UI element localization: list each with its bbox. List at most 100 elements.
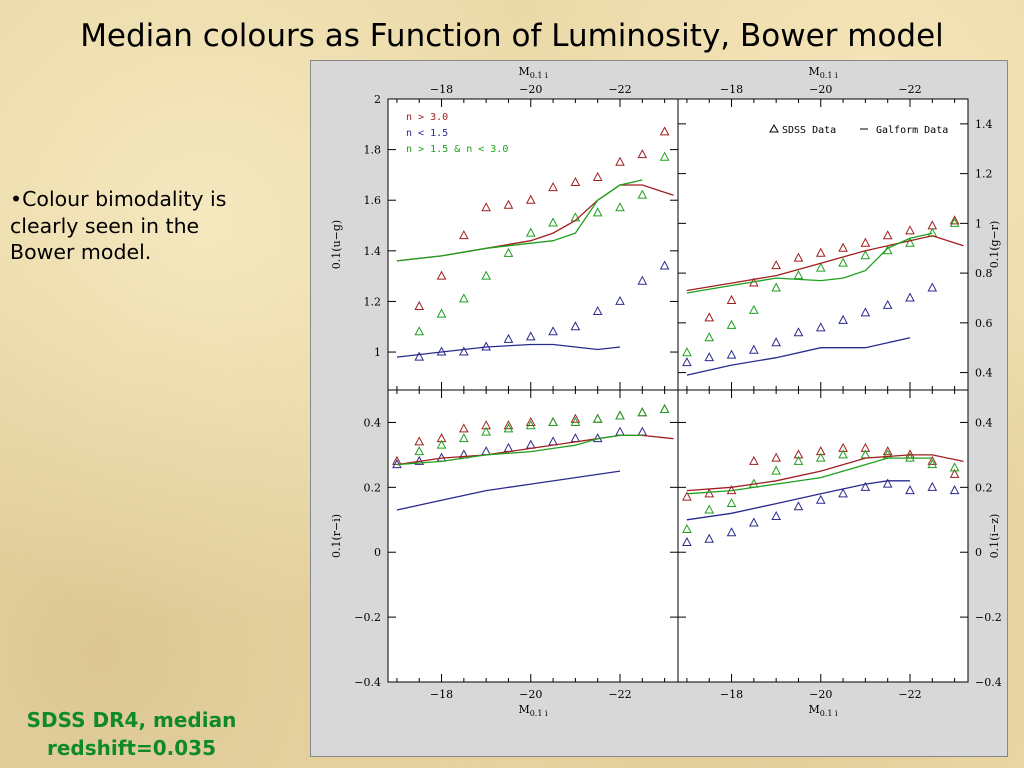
data-point-triangle <box>414 326 425 336</box>
y-axis-label: 0.1(g−r) <box>988 221 1001 269</box>
legend-entry: n > 3.0 <box>406 112 448 123</box>
data-point-triangle <box>503 420 514 430</box>
y-axis-label: 0.1(r−i) <box>330 514 343 558</box>
data-point-triangle <box>481 202 491 212</box>
data-point-triangle <box>949 485 960 495</box>
data-point-triangle <box>525 227 536 237</box>
x-axis-title-top-right: M0.1 i <box>808 65 838 80</box>
data-point-triangle <box>615 410 625 420</box>
data-point-triangle <box>815 247 826 257</box>
y-tick-label: −0.2 <box>975 611 1002 624</box>
y-tick-label: −0.4 <box>354 676 381 689</box>
data-point-triangle <box>682 347 692 357</box>
x-tick-label-top: −20 <box>519 83 542 96</box>
y-tick-label: 1.4 <box>364 245 382 258</box>
data-point-triangle <box>525 194 536 204</box>
page-title: Median colours as Function of Luminosity… <box>80 18 944 54</box>
data-point-triangle <box>905 292 915 302</box>
data-point-triangle <box>615 156 625 166</box>
series-line <box>686 235 964 292</box>
data-point-triangle <box>637 407 648 417</box>
x-tick-label-top: −18 <box>430 83 453 96</box>
legend-entry: SDSS Data <box>782 125 836 136</box>
y-axis-label: 0.1(i−z) <box>988 514 1001 559</box>
x-axis-title-top-left: M0.1 i <box>518 65 548 80</box>
y-tick-label: 0.2 <box>975 481 993 494</box>
y-tick-label: 0 <box>975 546 982 559</box>
axis-title-subscript: 0.1 i <box>820 71 838 80</box>
data-point-triangle <box>860 250 871 260</box>
data-point-triangle <box>637 275 648 285</box>
data-point-triangle <box>659 126 670 136</box>
y-tick-label: 0.8 <box>975 267 993 280</box>
series-line <box>396 434 643 466</box>
panel-4: −18 −20 −22 −0.4 −0.2 0 0.2 0.4 0.1(i−z) <box>678 390 1002 701</box>
data-point-triangle <box>949 217 960 227</box>
data-point-triangle <box>882 230 893 240</box>
data-point-triangle <box>793 455 804 465</box>
data-point-triangle <box>704 504 715 514</box>
series-line <box>686 457 933 495</box>
data-point-triangle <box>749 455 759 465</box>
data-point-triangle <box>726 319 737 329</box>
data-point-triangle <box>570 413 581 423</box>
data-point-triangle <box>503 199 514 209</box>
data-point-triangle <box>949 215 960 225</box>
x-tick-label-bottom: −18 <box>720 688 743 701</box>
data-point-triangle <box>659 403 670 413</box>
y-tick-label: 1.4 <box>975 118 993 131</box>
data-point-triangle <box>771 282 781 292</box>
data-point-triangle <box>927 481 938 491</box>
data-point-triangle <box>704 332 715 342</box>
data-point-triangle <box>749 517 759 527</box>
x-tick-label-bottom: −22 <box>608 688 631 701</box>
data-point-triangle <box>592 171 603 181</box>
data-point-triangle <box>726 527 737 537</box>
data-point-triangle <box>503 333 514 343</box>
axis-title-main: M <box>808 703 819 716</box>
data-point-triangle <box>882 446 893 456</box>
bullet-text: •Colour bimodality is clearly seen in th… <box>10 187 227 265</box>
y-tick-label: 0 <box>374 546 381 559</box>
x-tick-label-top: −22 <box>608 83 631 96</box>
y-tick-label: 1.8 <box>364 144 382 157</box>
x-tick-label-bottom: −20 <box>809 688 832 701</box>
x-axis-title-bottom-right: M0.1 i <box>808 703 838 718</box>
data-point-triangle <box>726 294 737 304</box>
data-point-triangle <box>525 416 536 426</box>
data-point-triangle <box>459 293 469 303</box>
data-point-triangle <box>771 337 781 347</box>
x-tick-label-top: −18 <box>720 83 743 96</box>
data-point-triangle <box>882 478 893 488</box>
x-tick-label-bottom: −18 <box>430 688 453 701</box>
data-point-triangle <box>771 260 781 270</box>
data-point-triangle <box>704 352 715 362</box>
data-point-triangle <box>771 510 781 521</box>
y-tick-label: 2 <box>374 93 381 106</box>
x-tick-label-top: −22 <box>898 83 921 96</box>
data-point-triangle <box>548 217 558 227</box>
data-point-triangle <box>927 455 938 465</box>
y-tick-label: 0.6 <box>975 317 993 330</box>
data-point-triangle <box>905 225 915 235</box>
y-tick-label: 0.2 <box>364 481 382 494</box>
data-point-triangle <box>548 326 558 336</box>
series-line <box>396 470 621 511</box>
data-point-triangle <box>882 299 893 309</box>
y-tick-label: 1 <box>374 346 381 359</box>
footer-note: SDSS DR4, median redshift=0.035 <box>4 706 259 762</box>
data-point-triangle <box>815 452 826 462</box>
series-line <box>686 480 910 521</box>
data-point-triangle <box>704 533 715 543</box>
data-point-triangle <box>704 488 715 498</box>
series-line <box>686 454 964 492</box>
series-line <box>396 343 621 358</box>
y-tick-label: 1.6 <box>364 194 382 207</box>
y-tick-label: 0.4 <box>364 416 382 429</box>
data-point-triangle <box>860 307 871 317</box>
data-point-triangle <box>682 357 692 367</box>
axis-title-main: M <box>808 65 819 78</box>
data-point-triangle <box>459 423 469 433</box>
data-point-triangle <box>771 452 781 462</box>
chart-figure: −18 −20 −22 1 1.2 1.4 1.6 1.8 2 0.1(u−g) n > 3.0 n … <box>310 60 1008 757</box>
